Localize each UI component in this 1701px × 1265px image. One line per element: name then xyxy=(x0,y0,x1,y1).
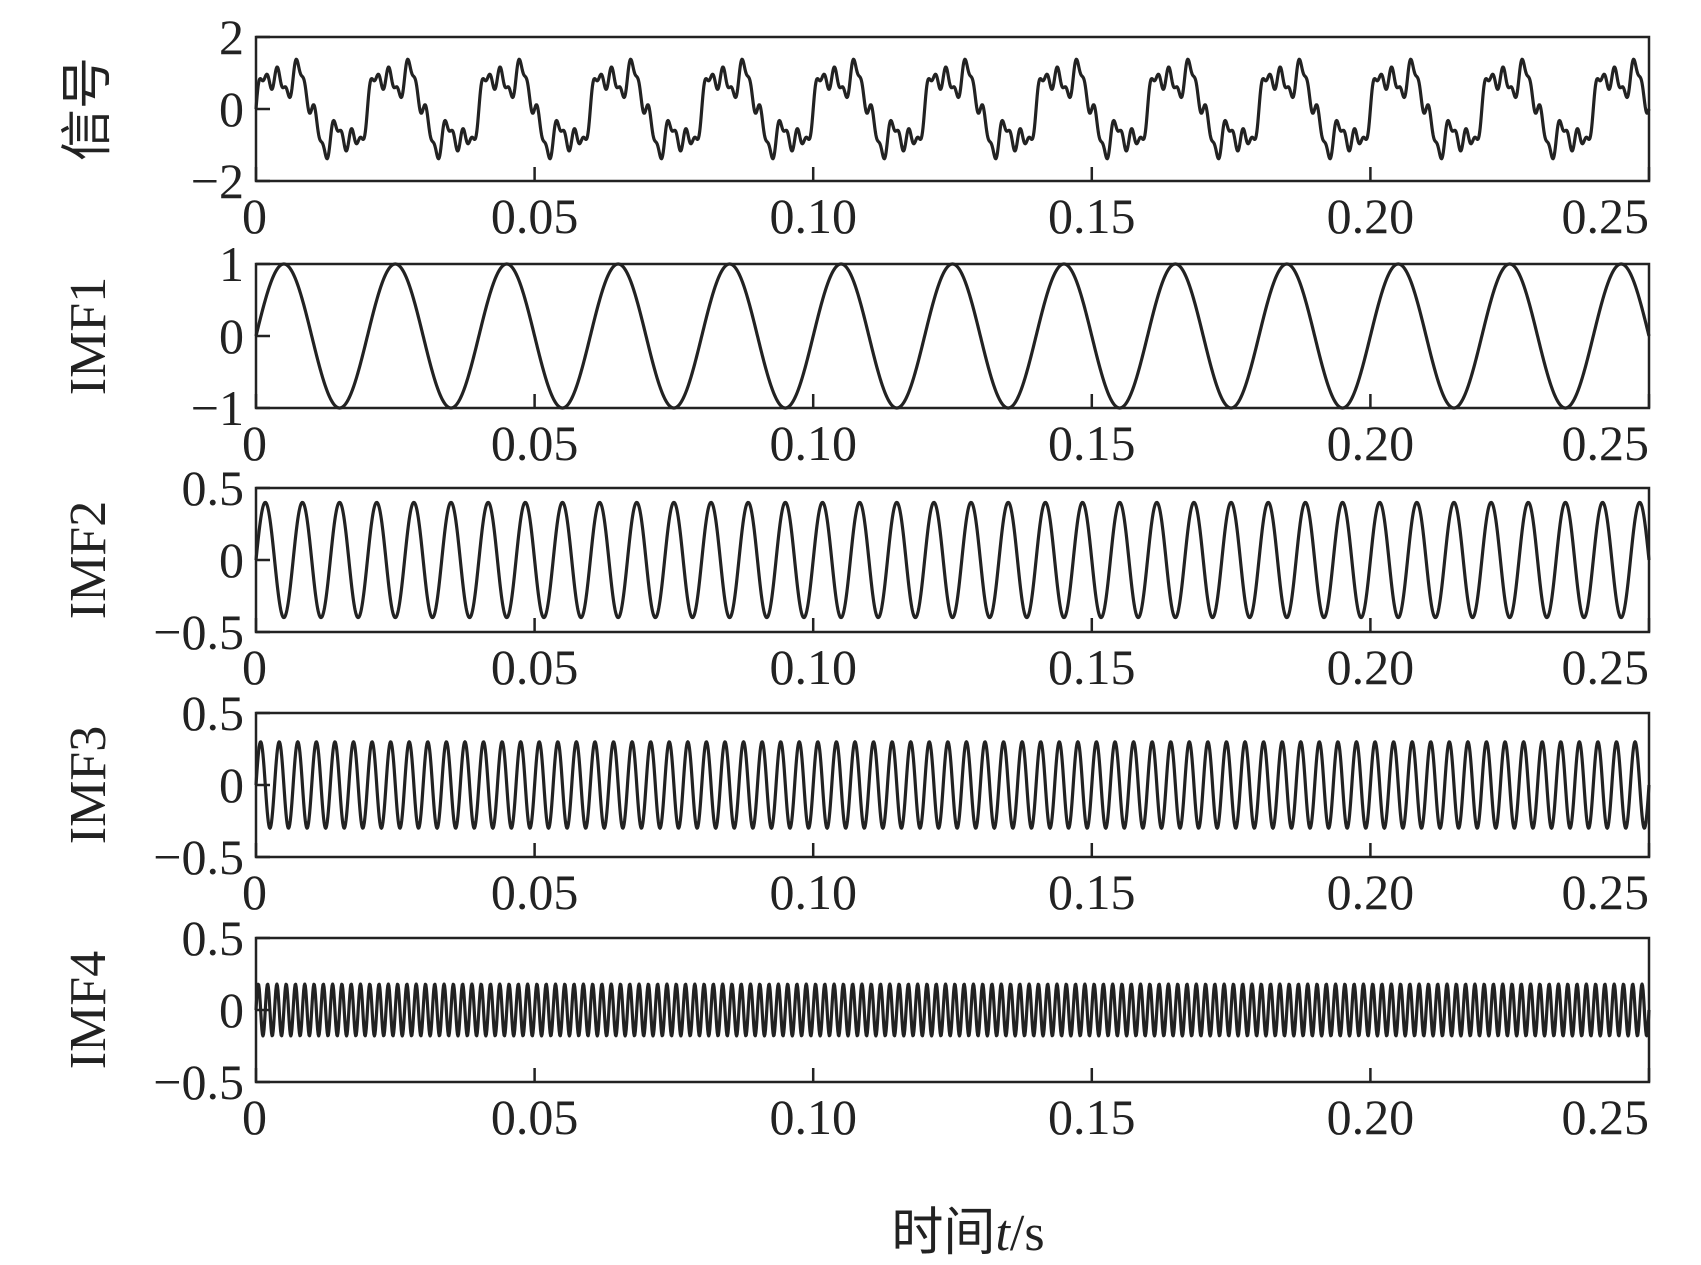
x-tick-label: 0 xyxy=(242,188,267,244)
panel-frame xyxy=(254,486,1651,634)
y-tick-label: −0.5 xyxy=(153,1054,244,1110)
x-tick-label: 0.15 xyxy=(1048,864,1136,920)
y-axis-title: IMF4 xyxy=(60,951,117,1069)
x-tick-label: 0 xyxy=(242,864,267,920)
x-tick-label: 0.10 xyxy=(769,415,857,471)
x-tick-label: 0.20 xyxy=(1327,188,1415,244)
y-axis-title: IMF3 xyxy=(60,726,117,844)
x-tick-label: 0.25 xyxy=(1562,188,1650,244)
y-tick-label: 0 xyxy=(219,81,244,137)
y-tick-label: −0.5 xyxy=(153,604,244,660)
x-tick-label: 0.15 xyxy=(1048,415,1136,471)
x-tick-label: 0.25 xyxy=(1562,639,1650,695)
x-tick-label: 0.15 xyxy=(1048,639,1136,695)
x-tick-label: 0.10 xyxy=(769,864,857,920)
x-tick-label: 0.05 xyxy=(491,415,579,471)
y-tick-label: 0.5 xyxy=(182,910,245,966)
x-tick-label: 0.25 xyxy=(1562,1089,1650,1145)
x-tick-label: 0.10 xyxy=(769,639,857,695)
y-tick-label: 0 xyxy=(219,532,244,588)
x-tick-label: 0.05 xyxy=(491,1089,579,1145)
x-tick-label: 0.15 xyxy=(1048,188,1136,244)
x-tick-label: 0 xyxy=(242,639,267,695)
x-tick-label: 0 xyxy=(242,1089,267,1145)
series-line xyxy=(254,262,1651,410)
y-tick-label: 2 xyxy=(219,9,244,65)
x-tick-label: 0.20 xyxy=(1327,864,1415,920)
y-tick-label: 1 xyxy=(219,236,244,292)
x-tick-label: 0 xyxy=(242,415,267,471)
y-tick-label: −1 xyxy=(191,380,244,436)
x-tick-label: 0.10 xyxy=(769,1089,857,1145)
x-tick-label: 0.20 xyxy=(1327,1089,1415,1145)
y-tick-label: 0 xyxy=(219,308,244,364)
x-tick-label: 0.05 xyxy=(491,188,579,244)
x-tick-label: 0.15 xyxy=(1048,1089,1136,1145)
series-line xyxy=(254,57,1651,161)
y-tick-label: −0.5 xyxy=(153,829,244,885)
series-line xyxy=(254,982,1651,1038)
y-axis-title: IMF1 xyxy=(60,277,117,395)
x-tick-label: 0.05 xyxy=(491,639,579,695)
y-axis-title: IMF2 xyxy=(60,501,117,619)
x-tick-label: 0.20 xyxy=(1327,415,1415,471)
y-tick-label: 0.5 xyxy=(182,460,245,516)
x-tick-label: 0.25 xyxy=(1562,864,1650,920)
y-axis-title: 信号 xyxy=(60,57,117,161)
y-tick-label: −2 xyxy=(191,153,244,209)
y-tick-label: 0 xyxy=(219,982,244,1038)
x-tick-label: 0.25 xyxy=(1562,415,1650,471)
y-tick-label: 0.5 xyxy=(182,685,245,741)
x-tick-label: 0.05 xyxy=(491,864,579,920)
x-tick-label: 0.20 xyxy=(1327,639,1415,695)
x-tick-label: 0.10 xyxy=(769,188,857,244)
y-tick-label: 0 xyxy=(219,757,244,813)
series-line xyxy=(254,740,1651,830)
series-line xyxy=(254,500,1651,620)
x-axis-title: 时间t/s xyxy=(891,1205,1044,1262)
